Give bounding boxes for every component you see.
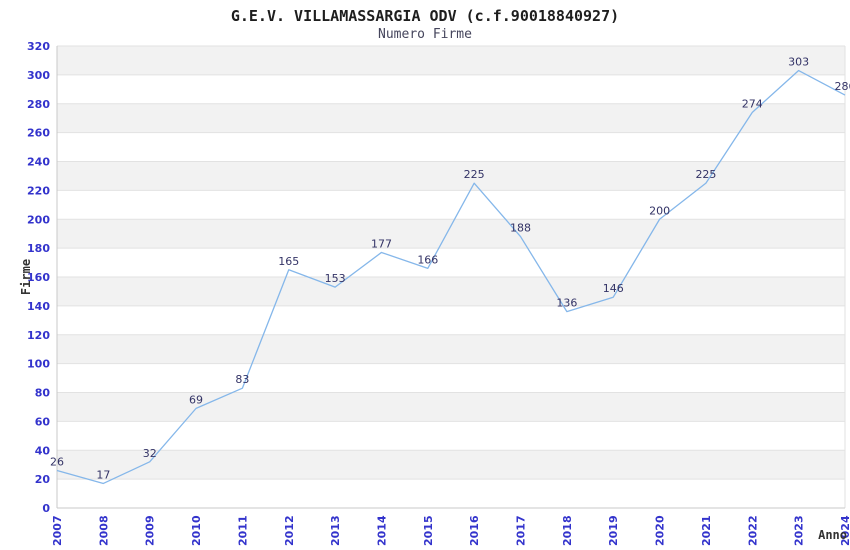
x-tick-label: 2014 — [375, 515, 388, 546]
data-point-label: 26 — [50, 455, 64, 468]
data-point-label: 153 — [325, 272, 346, 285]
x-tick-label: 2022 — [746, 515, 759, 546]
data-point-label: 69 — [189, 393, 203, 406]
x-tick-label: 2024 — [839, 515, 850, 546]
y-tick-label: 100 — [27, 358, 50, 371]
y-tick-label: 280 — [27, 98, 50, 111]
data-point-label: 83 — [235, 373, 249, 386]
grid-band — [57, 161, 845, 191]
data-point-label: 274 — [742, 97, 763, 110]
x-tick-label: 2010 — [190, 515, 203, 546]
x-tick-label: 2018 — [561, 515, 574, 546]
y-tick-label: 60 — [35, 415, 51, 428]
x-tick-label: 2008 — [97, 515, 110, 546]
grid-band — [57, 334, 845, 364]
grid-band — [57, 219, 845, 249]
y-tick-label: 180 — [27, 242, 50, 255]
y-tick-label: 160 — [27, 271, 50, 284]
data-point-label: 136 — [556, 297, 577, 310]
y-tick-label: 200 — [27, 213, 50, 226]
x-tick-label: 2009 — [144, 515, 157, 546]
x-tick-label: 2011 — [236, 515, 249, 546]
y-axis-title: Firme — [19, 259, 33, 295]
data-point-label: 225 — [464, 168, 485, 181]
grid-band — [57, 46, 845, 75]
data-point-label: 165 — [278, 255, 299, 268]
grid-band — [57, 103, 845, 133]
grid-band — [57, 277, 845, 306]
data-point-label: 32 — [143, 447, 157, 460]
y-tick-label: 140 — [27, 300, 50, 313]
y-tick-label: 20 — [35, 473, 51, 486]
y-tick-label: 240 — [27, 156, 50, 169]
chart-subtitle: Numero Firme — [378, 27, 472, 42]
grid-band — [57, 392, 845, 422]
x-tick-label: 2016 — [468, 515, 481, 546]
y-tick-label: 260 — [27, 127, 50, 140]
grid-band — [57, 450, 845, 480]
x-tick-label: 2021 — [700, 515, 713, 546]
data-point-label: 177 — [371, 237, 392, 250]
chart-title: G.E.V. VILLAMASSARGIA ODV (c.f.900188409… — [230, 7, 620, 25]
y-tick-label: 120 — [27, 329, 50, 342]
x-tick-label: 2013 — [329, 515, 342, 546]
data-point-label: 225 — [695, 168, 716, 181]
x-tick-label: 2012 — [283, 515, 296, 546]
x-tick-label: 2015 — [422, 515, 435, 546]
data-point-label: 303 — [788, 56, 809, 69]
y-tick-label: 220 — [27, 184, 50, 197]
data-point-label: 188 — [510, 222, 531, 235]
x-tick-label: 2007 — [51, 515, 64, 546]
data-point-label: 17 — [96, 468, 110, 481]
x-axis-title: Anno — [818, 528, 847, 542]
y-tick-label: 40 — [35, 444, 51, 457]
data-point-label: 286 — [835, 80, 850, 93]
y-tick-label: 320 — [27, 40, 50, 53]
data-point-label: 146 — [603, 282, 624, 295]
x-tick-label: 2019 — [607, 515, 620, 546]
y-tick-label: 80 — [35, 387, 51, 400]
data-point-label: 166 — [417, 253, 438, 266]
x-tick-label: 2020 — [654, 515, 667, 546]
trend-line — [56, 69, 846, 485]
y-tick-label: 0 — [42, 502, 50, 515]
x-tick-label: 2023 — [793, 515, 806, 546]
data-point-label: 200 — [649, 204, 670, 217]
x-tick-label: 2017 — [515, 515, 528, 546]
y-tick-label: 300 — [27, 69, 50, 82]
